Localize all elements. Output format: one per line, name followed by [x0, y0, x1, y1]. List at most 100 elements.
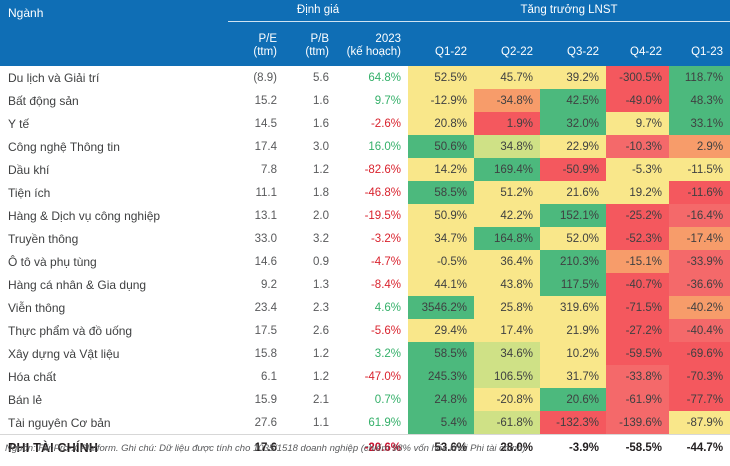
row-sector-name: Viễn thông — [8, 300, 66, 315]
total-row-growth-cell: -58.5% — [606, 434, 670, 460]
header-col-q3-22-label: Q3-22 — [567, 46, 600, 58]
row-2023-plan: -19.5% — [364, 209, 402, 222]
row-growth-cell: 42.5% — [540, 89, 607, 112]
table-row: Ô tô và phụ tùng 14.6 0.9 -4.7% -0.5% 36.4% 21… — [0, 250, 730, 273]
row-2023-plan: -3.2% — [370, 232, 402, 245]
header-col-pb-line1: P/B — [310, 33, 329, 45]
row-growth-cell: -5.3% — [606, 158, 670, 181]
header-col-q1-22: Q1-22 — [408, 29, 475, 66]
row-pe: 15.8 — [254, 347, 277, 360]
row-sector-name: Tài nguyên Cơ bản — [8, 415, 111, 430]
row-growth-cell: 3546.2% — [408, 296, 475, 319]
row-growth-cell: -87.9% — [669, 411, 730, 435]
row-growth-cell: -77.7% — [669, 388, 730, 411]
row-sector-name: Dầu khí — [8, 162, 50, 177]
row-growth-cell: 5.4% — [408, 411, 475, 435]
table-row: Hàng cá nhân & Gia dụng 9.2 1.3 -8.4% 44.1% 4… — [0, 273, 730, 296]
header-group-tang-truong-lnst: Tăng trưởng LNST — [408, 0, 730, 29]
header-col-pb-line2: (ttm) — [305, 46, 329, 58]
row-pb: 3.2 — [313, 232, 329, 245]
row-growth-cell: 2.9% — [669, 135, 730, 158]
row-2023-plan: 61.9% — [368, 416, 402, 429]
row-growth-cell: 22.9% — [540, 135, 607, 158]
row-growth-cell: -33.9% — [669, 250, 730, 273]
row-growth-cell: 32.0% — [540, 112, 607, 135]
row-pb: 2.3 — [313, 301, 329, 314]
row-pb: 2.6 — [313, 324, 329, 337]
header-col-pb: P/B (ttm) — [284, 29, 336, 66]
row-growth-cell: 33.1% — [669, 112, 730, 135]
row-growth-cell: -34.8% — [474, 89, 541, 112]
row-growth-cell: 21.6% — [540, 181, 607, 204]
row-growth-cell: 50.6% — [408, 135, 475, 158]
row-growth-cell: 106.5% — [474, 365, 541, 388]
row-growth-cell: 10.2% — [540, 342, 607, 365]
row-2023-plan: -5.6% — [370, 324, 402, 337]
row-growth-cell: 19.2% — [606, 181, 670, 204]
table-row: Bán lẻ 15.9 2.1 0.7% 24.8% -20.8% 20.6% -61.9% -… — [0, 388, 730, 411]
row-sector-name: Hàng cá nhân & Gia dụng — [8, 277, 147, 292]
header-col-q1-22-label: Q1-22 — [435, 46, 468, 58]
table-row: Tiện ích 11.1 1.8 -46.8% 58.5% 51.2% 21.6% 19.2… — [0, 181, 730, 204]
row-growth-cell: -20.8% — [474, 388, 541, 411]
row-2023-plan: 4.6% — [374, 301, 402, 314]
row-growth-cell: 52.5% — [408, 66, 475, 89]
row-growth-cell: 14.2% — [408, 158, 475, 181]
table-row: Hóa chất 6.1 1.2 -47.0% 245.3% 106.5% 31.7% -33… — [0, 365, 730, 388]
row-growth-cell: -50.9% — [540, 158, 607, 181]
row-pb: 2.1 — [313, 393, 329, 406]
row-growth-cell: 58.5% — [408, 181, 475, 204]
row-growth-cell: 21.9% — [540, 319, 607, 342]
row-growth-cell: 20.8% — [408, 112, 475, 135]
row-growth-cell: -40.4% — [669, 319, 730, 342]
row-growth-cell: -300.5% — [606, 66, 670, 89]
row-growth-cell: 152.1% — [540, 204, 607, 227]
row-growth-cell: -36.6% — [669, 273, 730, 296]
row-sector-name: Bất động sản — [8, 93, 79, 108]
row-growth-cell: 58.5% — [408, 342, 475, 365]
row-growth-cell: -16.4% — [669, 204, 730, 227]
header-col-q3-22: Q3-22 — [540, 29, 607, 66]
row-sector-name: Công nghệ Thông tin — [8, 139, 120, 154]
row-sector-name: Xây dựng và Vật liệu — [8, 346, 120, 361]
header-col-pe-line2: (ttm) — [253, 46, 277, 58]
header-col-q4-22-label: Q4-22 — [630, 46, 663, 58]
row-sector-name: Y tế — [8, 116, 30, 131]
row-pe: 14.5 — [254, 117, 277, 130]
row-growth-cell: 169.4% — [474, 158, 541, 181]
row-pe: 14.6 — [254, 255, 277, 268]
row-growth-cell: -61.9% — [606, 388, 670, 411]
total-row-pe: 17.6 — [228, 434, 284, 460]
row-2023-plan: -82.6% — [364, 163, 402, 176]
total-row-growth-cell: -3.9% — [540, 434, 607, 460]
total-row-2023-plan: -20.6% — [336, 434, 409, 460]
header-group-dinh-gia-label: Định giá — [228, 4, 409, 22]
header-group-tang-truong-lnst-label: Tăng trưởng LNST — [408, 4, 730, 22]
row-2023-plan: 9.7% — [374, 94, 402, 107]
row-2023-plan: 16.0% — [368, 140, 402, 153]
header-ngành: Ngành — [0, 0, 228, 66]
row-growth-cell: -33.8% — [606, 365, 670, 388]
row-2023-plan: 64.8% — [368, 71, 402, 84]
row-sector-name: Bán lẻ — [8, 392, 43, 407]
row-pe: 15.9 — [254, 393, 277, 406]
row-pb: 1.2 — [313, 347, 329, 360]
header-col-q4-22: Q4-22 — [606, 29, 670, 66]
row-growth-cell: 319.6% — [540, 296, 607, 319]
header-group-dinh-gia: Định giá — [228, 0, 409, 29]
row-growth-cell: 1.9% — [474, 112, 541, 135]
table-row: Thực phẩm và đồ uống 17.5 2.6 -5.6% 29.4% 17.… — [0, 319, 730, 342]
row-pe: 27.6 — [254, 416, 277, 429]
row-growth-cell: 25.8% — [474, 296, 541, 319]
row-pb: 1.8 — [313, 186, 329, 199]
row-growth-cell: 51.2% — [474, 181, 541, 204]
row-growth-cell: 210.3% — [540, 250, 607, 273]
row-growth-cell: -0.5% — [408, 250, 475, 273]
row-growth-cell: 31.7% — [540, 365, 607, 388]
header-col-q2-22: Q2-22 — [474, 29, 541, 66]
row-pb: 1.2 — [313, 163, 329, 176]
total-row-growth-cell: 53.6% — [408, 434, 475, 460]
header-col-pe-line1: P/E — [258, 33, 277, 45]
header-col-q2-22-label: Q2-22 — [501, 46, 534, 58]
table-row: Hàng & Dịch vụ công nghiệp 13.1 2.0 -19.5% 5… — [0, 204, 730, 227]
